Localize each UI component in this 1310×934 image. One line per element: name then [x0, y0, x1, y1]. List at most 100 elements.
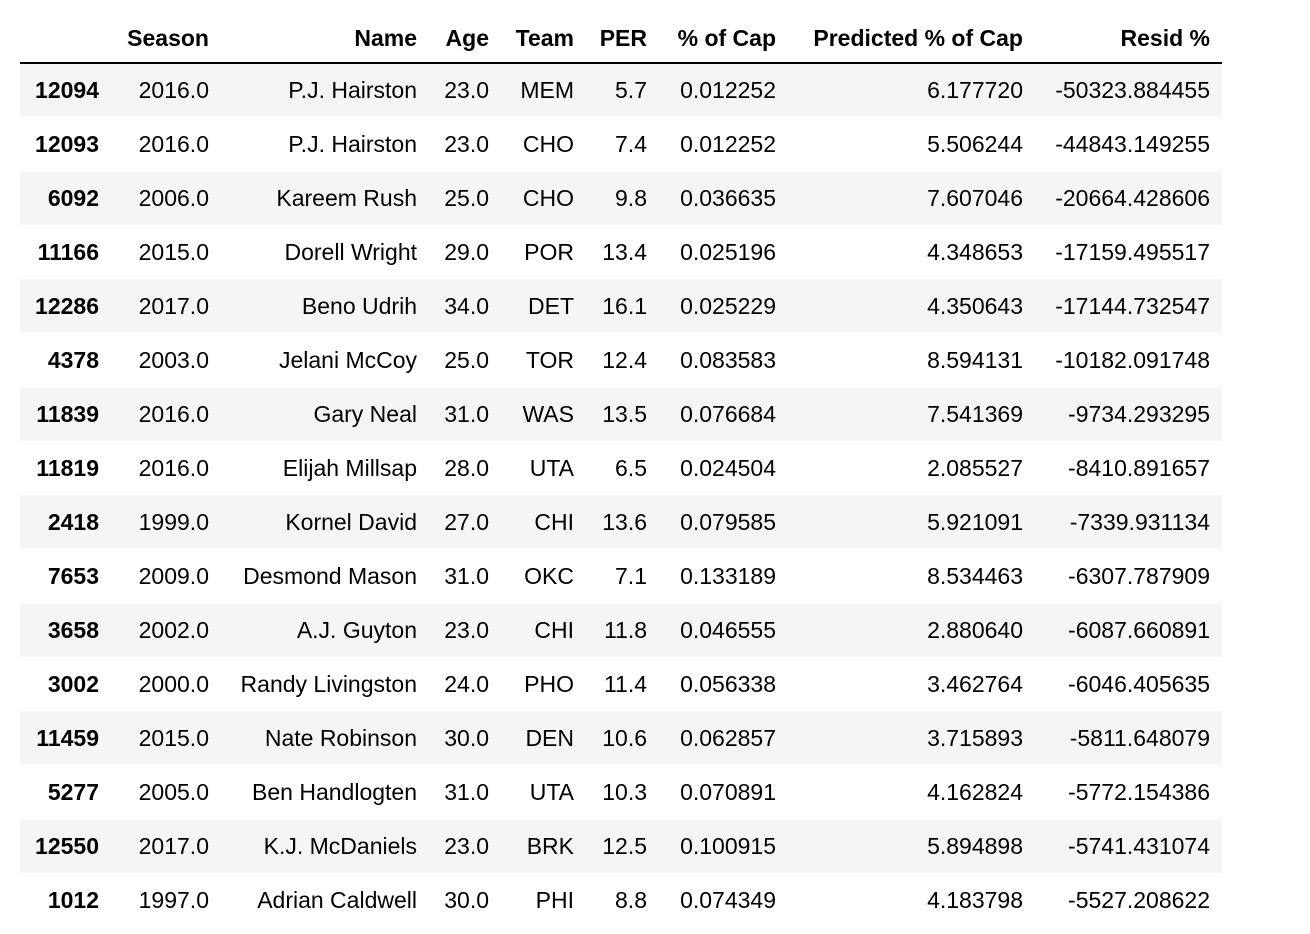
cell-predicted-pct-of-cap: 7.607046 [927, 184, 1023, 211]
cell-pct-of-cap: 0.133189 [680, 562, 776, 589]
cell-pct-of-cap: 0.074349 [680, 886, 776, 913]
row-index: 11459 [36, 724, 99, 751]
row-index: 11839 [36, 400, 99, 427]
cell-predicted-pct-of-cap: 5.506244 [927, 130, 1023, 157]
row-index: 12286 [35, 292, 99, 319]
cell-resid-pct: -50323.884455 [1055, 77, 1210, 103]
cell-pct-of-cap: 0.079585 [680, 508, 776, 535]
cell-age: 30.0 [444, 886, 489, 913]
cell-team: PHI [535, 886, 574, 913]
cell-season: 2016.0 [138, 130, 209, 157]
cell-age: 30.0 [444, 724, 489, 751]
table-row: 12093 2016.0 P.J. Hairston 23.0 CHO 7.4 0.0122… [20, 117, 1222, 171]
cell-age: 34.0 [444, 292, 489, 319]
header-age: Age [429, 14, 501, 64]
cell-season: 2000.0 [138, 670, 209, 697]
dataframe-table: Season Name Age Team PER % of Cap Predic… [20, 14, 1222, 927]
table-row: 2418 1999.0 Kornel David 27.0 CHI 13.6 0.07958… [20, 495, 1222, 549]
cell-age: 23.0 [444, 77, 489, 103]
cell-per: 8.8 [615, 886, 647, 913]
dataframe-output: Season Name Age Team PER % of Cap Predic… [20, 14, 1222, 927]
row-index: 12094 [35, 77, 99, 103]
cell-age: 31.0 [444, 400, 489, 427]
table-header: Season Name Age Team PER % of Cap Predic… [20, 14, 1222, 64]
cell-predicted-pct-of-cap: 8.594131 [927, 346, 1023, 373]
cell-predicted-pct-of-cap: 2.880640 [927, 616, 1023, 643]
cell-name: Adrian Caldwell [257, 886, 417, 913]
table-row: 1012 1997.0 Adrian Caldwell 30.0 PHI 8.8 0.074… [20, 873, 1222, 927]
cell-pct-of-cap: 0.100915 [680, 832, 776, 859]
cell-season: 2016.0 [138, 77, 209, 103]
cell-pct-of-cap: 0.036635 [680, 184, 776, 211]
cell-resid-pct: -5811.648079 [1069, 724, 1210, 751]
header-team: Team [501, 14, 586, 64]
cell-season: 2003.0 [138, 346, 209, 373]
table-row: 12550 2017.0 K.J. McDaniels 23.0 BRK 12.5 0.10… [20, 819, 1222, 873]
table-body: 12094 2016.0 P.J. Hairston 23.0 MEM 5.7 0.0122… [20, 63, 1222, 927]
cell-name: Nate Robinson [264, 724, 417, 751]
cell-per: 7.1 [615, 562, 647, 589]
header-index [20, 14, 111, 64]
cell-age: 29.0 [444, 238, 489, 265]
cell-pct-of-cap: 0.083583 [680, 346, 776, 373]
cell-age: 31.0 [444, 562, 489, 589]
cell-name: K.J. McDaniels [263, 832, 417, 859]
cell-predicted-pct-of-cap: 4.162824 [927, 778, 1023, 805]
header-pct-of-cap: % of Cap [659, 14, 788, 64]
cell-season: 1999.0 [138, 508, 209, 535]
cell-pct-of-cap: 0.012252 [680, 130, 776, 157]
row-index: 3658 [47, 616, 99, 643]
table-row: 5277 2005.0 Ben Handlogten 31.0 UTA 10.3 0.070… [20, 765, 1222, 819]
cell-predicted-pct-of-cap: 5.894898 [927, 832, 1023, 859]
cell-per: 11.4 [603, 670, 647, 697]
cell-name: Beno Udrih [301, 292, 417, 319]
cell-per: 12.4 [602, 346, 647, 373]
row-index: 7653 [47, 562, 99, 589]
cell-name: P.J. Hairston [288, 77, 417, 103]
row-index: 12093 [35, 130, 99, 157]
cell-predicted-pct-of-cap: 4.350643 [927, 292, 1023, 319]
cell-per: 11.8 [603, 616, 647, 643]
cell-age: 25.0 [444, 184, 489, 211]
cell-predicted-pct-of-cap: 3.715893 [927, 724, 1023, 751]
table-row: 3658 2002.0 A.J. Guyton 23.0 CHI 11.8 0.046555… [20, 603, 1222, 657]
cell-name: Dorell Wright [284, 238, 418, 265]
cell-per: 10.3 [602, 778, 647, 805]
cell-resid-pct: -6046.405635 [1068, 670, 1210, 697]
table-row: 11459 2015.0 Nate Robinson 30.0 DEN 10.6 0.062… [20, 711, 1222, 765]
header-predicted-pct-of-cap: Predicted % of Cap [788, 14, 1035, 64]
cell-resid-pct: -6307.787909 [1068, 562, 1210, 589]
cell-pct-of-cap: 0.012252 [680, 77, 776, 103]
cell-age: 25.0 [444, 346, 489, 373]
cell-predicted-pct-of-cap: 3.462764 [927, 670, 1023, 697]
header-season: Season [111, 14, 221, 64]
cell-resid-pct: -6087.660891 [1068, 616, 1210, 643]
cell-team: BRK [526, 832, 574, 859]
cell-name: Ben Handlogten [252, 778, 417, 805]
row-index: 2418 [47, 508, 99, 535]
table-row: 11166 2015.0 Dorell Wright 29.0 POR 13.4 0.025… [20, 225, 1222, 279]
cell-resid-pct: -5741.431074 [1068, 832, 1210, 859]
cell-season: 2017.0 [138, 292, 209, 319]
cell-pct-of-cap: 0.046555 [680, 616, 776, 643]
cell-predicted-pct-of-cap: 6.177720 [927, 77, 1023, 103]
cell-age: 28.0 [444, 454, 489, 481]
cell-per: 6.5 [615, 454, 647, 481]
cell-predicted-pct-of-cap: 2.085527 [927, 454, 1023, 481]
cell-season: 2009.0 [138, 562, 209, 589]
cell-pct-of-cap: 0.062857 [680, 724, 776, 751]
cell-team: TOR [525, 346, 574, 373]
header-resid-pct: Resid % [1035, 14, 1222, 64]
cell-season: 2015.0 [138, 724, 209, 751]
table-row: 12094 2016.0 P.J. Hairston 23.0 MEM 5.7 0.0122… [20, 63, 1222, 117]
cell-age: 27.0 [444, 508, 489, 535]
table-row: 3002 2000.0 Randy Livingston 24.0 PHO 11.4 0.0… [20, 657, 1222, 711]
cell-per: 13.4 [602, 238, 647, 265]
cell-per: 9.8 [615, 184, 647, 211]
cell-resid-pct: -5527.208622 [1068, 886, 1210, 913]
cell-age: 24.0 [444, 670, 489, 697]
row-index: 11166 [37, 238, 99, 265]
cell-predicted-pct-of-cap: 4.183798 [927, 886, 1023, 913]
cell-name: Jelani McCoy [278, 346, 417, 373]
cell-team: CHO [522, 130, 574, 157]
